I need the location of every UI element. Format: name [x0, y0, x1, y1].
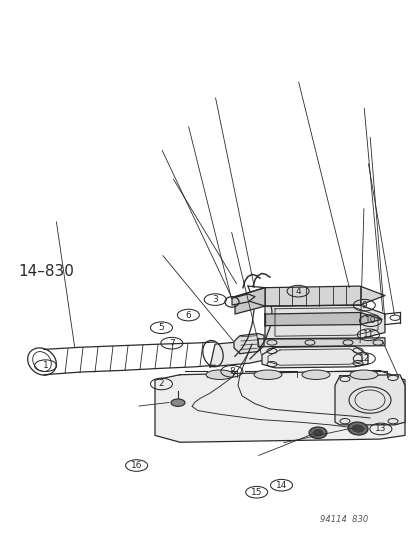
Text: 16: 16	[131, 461, 142, 470]
Polygon shape	[264, 312, 381, 326]
Polygon shape	[334, 375, 404, 425]
Ellipse shape	[301, 370, 329, 379]
Polygon shape	[235, 288, 264, 314]
Text: 5: 5	[158, 323, 164, 332]
Text: 11: 11	[362, 330, 373, 339]
Circle shape	[171, 399, 185, 406]
Text: 9: 9	[361, 301, 366, 310]
Polygon shape	[264, 305, 384, 339]
Ellipse shape	[350, 424, 364, 433]
Text: 4: 4	[294, 287, 300, 296]
Ellipse shape	[311, 429, 323, 437]
Text: 12: 12	[358, 354, 369, 363]
Text: 8: 8	[228, 367, 234, 376]
Polygon shape	[209, 341, 274, 367]
Text: 1: 1	[43, 361, 48, 370]
Ellipse shape	[254, 370, 281, 379]
Text: 14–830: 14–830	[18, 264, 74, 279]
Polygon shape	[231, 294, 254, 305]
Text: 94114  830: 94114 830	[319, 514, 367, 523]
Text: 3: 3	[212, 295, 218, 304]
Ellipse shape	[308, 427, 326, 439]
Polygon shape	[233, 334, 263, 353]
Text: 14: 14	[275, 481, 287, 490]
Ellipse shape	[349, 370, 377, 379]
Ellipse shape	[347, 422, 367, 435]
Text: 7: 7	[169, 338, 174, 348]
Polygon shape	[261, 346, 367, 368]
Text: 6: 6	[185, 311, 191, 320]
Ellipse shape	[206, 370, 233, 379]
Polygon shape	[154, 370, 404, 442]
Text: 10: 10	[364, 316, 375, 325]
Text: 2: 2	[158, 379, 164, 389]
Text: 13: 13	[374, 424, 386, 433]
Polygon shape	[235, 286, 384, 306]
Polygon shape	[257, 338, 384, 347]
Text: 15: 15	[250, 488, 262, 497]
